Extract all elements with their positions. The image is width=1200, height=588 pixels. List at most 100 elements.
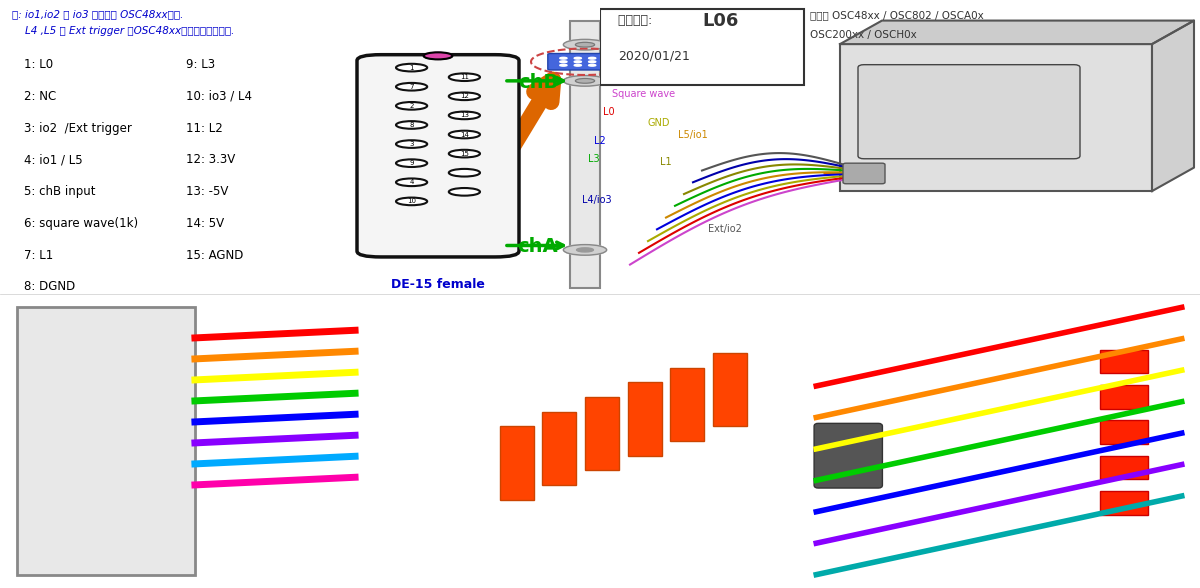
Circle shape — [576, 79, 595, 83]
Circle shape — [564, 76, 607, 86]
Text: 12: 12 — [460, 93, 469, 99]
Text: 11: 11 — [460, 74, 469, 80]
Text: 15: AGND: 15: AGND — [186, 249, 244, 262]
Text: 14: 14 — [460, 132, 469, 138]
Circle shape — [559, 61, 568, 62]
Text: L1: L1 — [660, 156, 672, 167]
Circle shape — [574, 61, 581, 62]
Text: 14: 5V: 14: 5V — [186, 217, 224, 230]
Text: Square wave: Square wave — [612, 89, 676, 99]
Text: chA: chA — [517, 238, 558, 256]
Text: 13: 13 — [460, 112, 469, 118]
Text: 10: io3 / L4: 10: io3 / L4 — [186, 90, 252, 103]
Text: 11: L2: 11: L2 — [186, 122, 223, 135]
Text: DE-15 female: DE-15 female — [391, 278, 485, 291]
Text: 适用于 OSC48xx / OSC802 / OSCA0x: 适用于 OSC48xx / OSC802 / OSCA0x — [810, 9, 984, 20]
Circle shape — [449, 74, 480, 81]
Text: 6: square wave(1k): 6: square wave(1k) — [24, 217, 138, 230]
FancyBboxPatch shape — [814, 423, 882, 488]
Text: 4: io1 / L5: 4: io1 / L5 — [24, 153, 83, 166]
Circle shape — [449, 150, 480, 158]
Text: 3: io2  /Ext trigger: 3: io2 /Ext trigger — [24, 122, 132, 135]
FancyBboxPatch shape — [600, 9, 804, 85]
Circle shape — [564, 39, 607, 50]
Circle shape — [449, 131, 480, 138]
Text: Ext/io2: Ext/io2 — [708, 224, 742, 235]
Text: 10: 10 — [407, 198, 416, 205]
Text: 7: 7 — [409, 83, 414, 90]
Circle shape — [589, 57, 596, 59]
Text: L4 ,L5 和 Ext trigger 在OSC48xx系列产品上不适用.: L4 ,L5 和 Ext trigger 在OSC48xx系列产品上不适用. — [12, 26, 234, 36]
Text: 1: L0: 1: L0 — [24, 58, 53, 71]
Circle shape — [559, 57, 568, 59]
Circle shape — [449, 169, 480, 176]
Circle shape — [574, 57, 581, 59]
Text: 注: io1,io2 和 io3 只适用于 OSC48xx系列.: 注: io1,io2 和 io3 只适用于 OSC48xx系列. — [12, 9, 184, 19]
Circle shape — [449, 112, 480, 119]
Text: GND: GND — [648, 118, 671, 129]
Circle shape — [449, 188, 480, 196]
Circle shape — [396, 102, 427, 110]
Polygon shape — [840, 21, 1194, 44]
FancyArrowPatch shape — [509, 80, 553, 153]
Circle shape — [396, 179, 427, 186]
Text: L5/io1: L5/io1 — [678, 130, 708, 141]
Bar — [713, 353, 746, 426]
Text: 8: 8 — [409, 122, 414, 128]
FancyBboxPatch shape — [842, 163, 886, 183]
Text: 7: L1: 7: L1 — [24, 249, 53, 262]
Text: 1: 1 — [409, 65, 414, 71]
Bar — [17, 308, 194, 574]
Text: 15: 15 — [460, 151, 469, 156]
Text: L0: L0 — [604, 106, 614, 117]
FancyBboxPatch shape — [547, 54, 622, 70]
Circle shape — [564, 245, 607, 255]
Circle shape — [576, 42, 595, 47]
Text: 13: -5V: 13: -5V — [186, 185, 228, 198]
Text: chB: chB — [517, 73, 558, 92]
Circle shape — [589, 64, 596, 66]
Circle shape — [589, 61, 596, 62]
Bar — [570, 21, 600, 288]
Bar — [586, 397, 619, 470]
Circle shape — [396, 83, 427, 91]
FancyBboxPatch shape — [358, 55, 520, 257]
Text: 12: 3.3V: 12: 3.3V — [186, 153, 235, 166]
Text: 9: L3: 9: L3 — [186, 58, 215, 71]
Circle shape — [449, 92, 480, 100]
Polygon shape — [1152, 21, 1194, 191]
Bar — [542, 412, 576, 485]
Text: 9: 9 — [409, 160, 414, 166]
Circle shape — [396, 198, 427, 205]
Circle shape — [396, 141, 427, 148]
Bar — [628, 382, 661, 456]
Circle shape — [574, 64, 581, 66]
Text: 5: chB input: 5: chB input — [24, 185, 96, 198]
Text: L4/io3: L4/io3 — [582, 195, 612, 205]
Bar — [500, 426, 534, 500]
Text: 2: 2 — [409, 103, 414, 109]
Text: 2020/01/21: 2020/01/21 — [618, 49, 690, 62]
Circle shape — [577, 248, 593, 252]
Text: 2: NC: 2: NC — [24, 90, 56, 103]
Text: OSC200xx / OSCH0x: OSC200xx / OSCH0x — [810, 30, 917, 41]
Bar — [1099, 350, 1147, 373]
Bar — [1099, 491, 1147, 514]
Circle shape — [424, 52, 452, 59]
Text: L3: L3 — [588, 153, 600, 164]
Text: 8: DGND: 8: DGND — [24, 280, 76, 293]
Text: L06: L06 — [702, 12, 738, 29]
FancyBboxPatch shape — [858, 65, 1080, 159]
Text: 4: 4 — [409, 179, 414, 185]
Text: L2: L2 — [594, 136, 606, 146]
Circle shape — [602, 64, 610, 66]
Bar — [1099, 385, 1147, 409]
Circle shape — [396, 64, 427, 72]
Circle shape — [602, 61, 610, 62]
Bar — [1099, 420, 1147, 444]
Circle shape — [559, 64, 568, 66]
Circle shape — [396, 159, 427, 167]
Bar — [1099, 456, 1147, 479]
Text: 逻辑模块:: 逻辑模块: — [618, 14, 656, 27]
Text: 3: 3 — [409, 141, 414, 147]
